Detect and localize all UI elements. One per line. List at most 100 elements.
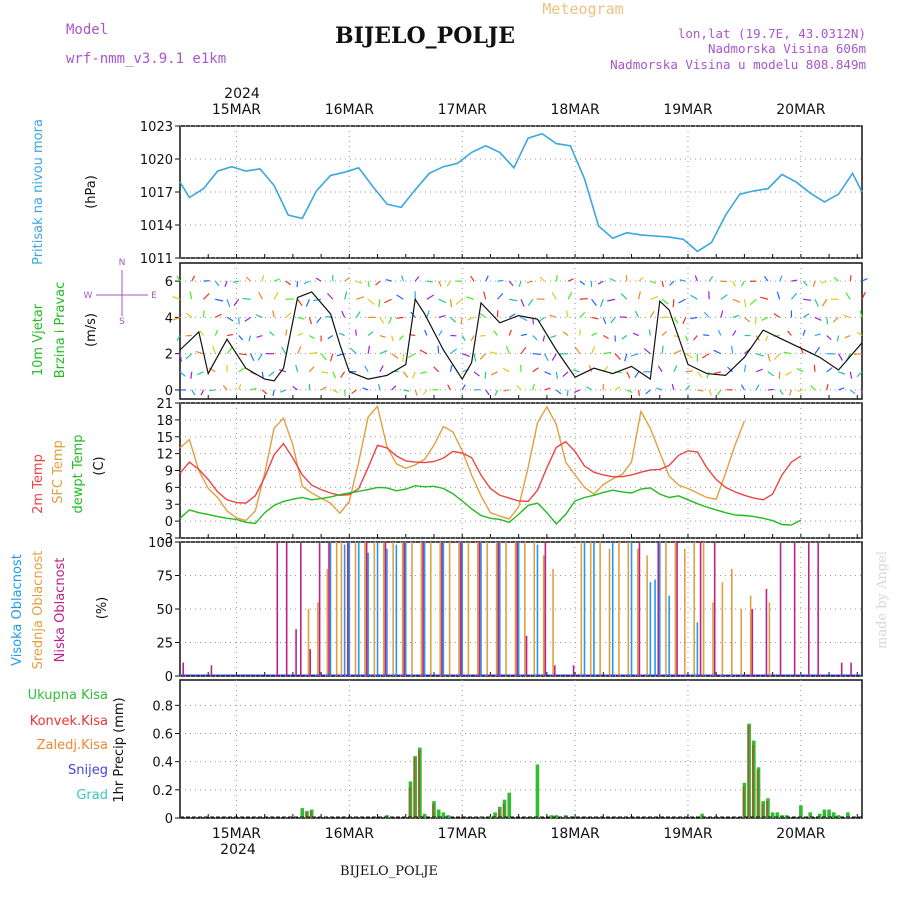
- wind-arrow: [661, 281, 664, 288]
- wind-arrow: [437, 345, 440, 354]
- precip-conv-bar: [498, 809, 501, 818]
- wind-arrow: [379, 365, 384, 373]
- bottom-year-label: 2024: [220, 842, 256, 858]
- wind-arrow: [438, 315, 446, 318]
- wind-arrow: [295, 364, 299, 372]
- wind-arrow: [785, 371, 792, 376]
- model-label: Model: [66, 22, 108, 38]
- wind-arrow: [551, 353, 557, 361]
- panel-frame: [179, 262, 863, 400]
- wind-arrow: [624, 353, 628, 362]
- wind-arrow: [202, 310, 205, 318]
- wind-arrow: [502, 367, 510, 373]
- wind-arrow: [261, 275, 265, 282]
- wind-arrow: [367, 331, 374, 336]
- wind-arrow: [344, 277, 350, 282]
- panel-cloud: 0 25 50 75 100: [148, 536, 863, 685]
- wind-arrow: [419, 349, 428, 355]
- wind-arrow: [856, 331, 863, 337]
- t2m-ylabel: 2m Temp: [31, 454, 46, 514]
- wind-arrow: [355, 311, 361, 318]
- wind-arrow: [189, 291, 193, 300]
- wind-arrow: [574, 346, 581, 355]
- wind-arrow: [378, 299, 381, 308]
- panel-pressure: 1011 1014 1017 1020 1023: [140, 120, 863, 267]
- precip-conv-bar: [747, 725, 750, 818]
- sfc-temp-line: [179, 404, 746, 522]
- wind-arrow: [813, 364, 816, 372]
- wind-arrow: [849, 275, 852, 282]
- wind-arrow: [673, 349, 682, 355]
- wind-arrow: [224, 280, 228, 287]
- compass-s-label: S: [119, 317, 125, 327]
- wind-arrow: [602, 317, 607, 325]
- wind-arrow: [826, 317, 829, 325]
- wind-arrow: [244, 316, 251, 322]
- y-tick-label: -3: [160, 532, 173, 547]
- wind-arrow: [837, 353, 844, 361]
- pressure-line: [179, 132, 863, 253]
- wind-arrow: [479, 312, 487, 318]
- wind-arrow: [621, 335, 628, 340]
- wind-arrow: [812, 280, 816, 288]
- high-cloud-ylabel: Visoka Oblacnost: [10, 554, 25, 666]
- wind-arrow: [432, 388, 439, 391]
- wind-arrow: [637, 389, 640, 396]
- wind-arrow: [297, 346, 302, 354]
- wind-arrow: [285, 280, 291, 286]
- wind-arrow: [740, 280, 745, 287]
- wind-arrow: [214, 313, 222, 318]
- wind-arrow: [449, 364, 453, 372]
- wind-arrow: [661, 345, 664, 354]
- wind-arrow: [238, 367, 246, 373]
- wind-arrow: [350, 347, 357, 355]
- wind-arrow: [678, 298, 686, 304]
- wind-arrow: [191, 275, 196, 282]
- wind-arrow: [351, 389, 357, 395]
- y-tick-label: 3: [165, 498, 173, 513]
- wind-arrow: [779, 275, 783, 282]
- wind-arrow: [484, 371, 487, 379]
- wind-arrow: [396, 316, 404, 319]
- y-tick-label: 0.6: [152, 728, 173, 743]
- wind-arrow: [697, 389, 704, 392]
- wind-arrow: [232, 280, 239, 284]
- y-tick-label: 25: [156, 637, 173, 652]
- wind-arrow: [245, 276, 251, 282]
- y-tick-label: 1020: [140, 153, 173, 168]
- wind-arrow: [826, 335, 832, 341]
- dewpoint-line: [179, 484, 802, 526]
- wind-arrow: [378, 383, 381, 391]
- wind-arrow: [466, 296, 475, 300]
- top-date-label: 16MAR: [325, 102, 374, 118]
- wind-arrow: [797, 389, 804, 392]
- precip-conv-bar: [305, 812, 308, 818]
- wind-arrow: [732, 298, 741, 303]
- wind-arrow: [268, 371, 275, 377]
- wind-arrow: [661, 298, 669, 305]
- wind-arrow: [717, 329, 722, 336]
- wind-arrow: [626, 389, 633, 394]
- wind-arrow: [579, 297, 588, 300]
- wind-arrow: [779, 389, 784, 396]
- wind-arrow: [607, 298, 616, 302]
- wind-arrow: [549, 314, 557, 318]
- wind-arrow: [226, 316, 234, 322]
- wind-arrow: [814, 346, 821, 355]
- top-date-label: 18MAR: [550, 102, 599, 118]
- precip-conv-bar: [309, 810, 312, 818]
- wind-arrow: [761, 316, 769, 321]
- page-title: BIJELO_POLJE: [335, 23, 515, 49]
- wind-arrow: [538, 316, 545, 323]
- wind-arrow: [685, 385, 691, 391]
- wind-arrow: [788, 389, 793, 396]
- wind-arrow: [455, 298, 463, 305]
- wind-arrow: [853, 353, 863, 355]
- y-tick-label: 12: [156, 448, 173, 463]
- wind-arrow: [422, 389, 428, 396]
- wind-arrow: [426, 310, 430, 318]
- wind-arrow: [203, 293, 210, 300]
- wind-arrow: [672, 299, 675, 308]
- precip-total-bar: [300, 808, 305, 818]
- wind-arrow: [209, 389, 216, 392]
